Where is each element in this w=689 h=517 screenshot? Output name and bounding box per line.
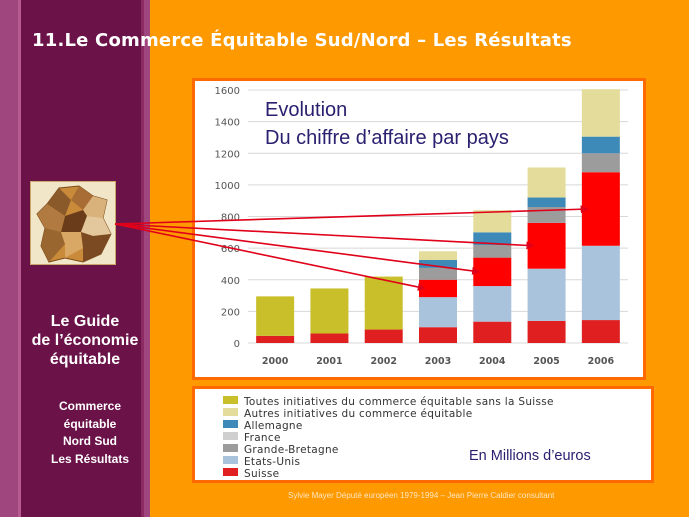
legend-swatch bbox=[223, 444, 238, 452]
x-tick-label: 2003 bbox=[425, 356, 451, 367]
legend-swatch bbox=[223, 432, 238, 440]
sidebar-title-line: équitable bbox=[49, 351, 121, 368]
sidebar-title-line: Le Guide bbox=[50, 313, 120, 330]
bar-segment bbox=[419, 259, 457, 268]
chart-title-line: Evolution bbox=[265, 99, 347, 121]
bar-segment bbox=[581, 136, 620, 154]
bar-segment bbox=[527, 320, 566, 343]
arrow-line bbox=[114, 223, 426, 291]
y-tick-label: 0 bbox=[234, 339, 240, 350]
legend-item: Etats-Unis bbox=[223, 456, 300, 468]
legend-swatch bbox=[223, 420, 238, 428]
y-tick-label: 400 bbox=[221, 276, 240, 287]
bar-segment bbox=[256, 296, 295, 336]
bar-segment bbox=[256, 335, 295, 343]
bar-segment bbox=[527, 167, 566, 198]
x-tick-label: 2002 bbox=[370, 356, 396, 367]
bar-segment bbox=[473, 232, 512, 245]
legend-item: Autres initiatives du commerce équitable bbox=[223, 408, 473, 420]
bar-segment bbox=[581, 245, 620, 321]
legend-label: France bbox=[244, 432, 281, 444]
bar-segment bbox=[419, 297, 457, 328]
sidebar-subtitle-line: Commerce bbox=[58, 399, 122, 413]
y-tick-label: 600 bbox=[221, 244, 240, 255]
y-tick-label: 800 bbox=[221, 213, 240, 224]
sidebar-subtitle: Commerce équitable Nord Sud Les Résultat… bbox=[38, 398, 142, 468]
units-note: En Millions d’euros bbox=[469, 448, 591, 464]
bar-segment bbox=[364, 276, 403, 330]
x-tick-label: 2004 bbox=[479, 356, 506, 367]
bar-segment bbox=[527, 268, 566, 321]
y-tick-label: 200 bbox=[221, 307, 240, 318]
bar-segment bbox=[310, 333, 349, 343]
arrow-line bbox=[114, 223, 535, 250]
bar-segment bbox=[419, 327, 457, 343]
sidebar-title: Le Guide de l’économie équitable bbox=[10, 312, 160, 369]
legend-swatch bbox=[223, 396, 238, 404]
bar-segment bbox=[473, 286, 512, 322]
bar-segment bbox=[581, 153, 620, 173]
y-tick-label: 1000 bbox=[215, 181, 240, 192]
arrow-line bbox=[114, 223, 481, 275]
bar-segment bbox=[473, 244, 512, 258]
legend-swatch bbox=[223, 456, 238, 464]
x-tick-label: 2005 bbox=[533, 356, 559, 367]
legend-item: France bbox=[223, 432, 281, 444]
bar-segment bbox=[419, 279, 457, 298]
x-tick-label: 2001 bbox=[316, 356, 342, 367]
sidebar-title-line: de l’économie bbox=[31, 332, 139, 349]
x-tick-label: 2006 bbox=[588, 356, 615, 367]
bar-segment bbox=[364, 329, 403, 343]
legend-label: Autres initiatives du commerce équitable bbox=[244, 408, 473, 420]
legend-item: Allemagne bbox=[223, 420, 303, 432]
footer-credit: Sylvie Mayer Député européen 1979-1994 –… bbox=[288, 491, 555, 500]
bar-segment bbox=[419, 267, 457, 280]
legend-label: Grande-Bretagne bbox=[244, 444, 339, 456]
bar-segment bbox=[419, 251, 457, 260]
sidebar-subtitle-line: équitable bbox=[63, 416, 117, 431]
chart-title-line: Du chiffre d’affaire par pays bbox=[265, 127, 509, 149]
legend-label: Etats-Unis bbox=[244, 456, 301, 468]
legend-item: Grande-Bretagne bbox=[223, 444, 339, 456]
slide-title: 11.Le Commerce Équitable Sud/Nord – Les … bbox=[32, 30, 572, 51]
legend-item: Suisse bbox=[223, 468, 279, 480]
bar-segment bbox=[527, 197, 566, 208]
legend-label: Toutes initiatives du commerce équitable… bbox=[244, 396, 554, 408]
bar-segment bbox=[310, 288, 349, 334]
legend-swatch bbox=[223, 468, 238, 476]
legend-frame: Toutes initiatives du commerce équitable… bbox=[192, 386, 654, 483]
bar-segment bbox=[473, 210, 512, 233]
arrow-line bbox=[114, 205, 589, 225]
y-tick-label: 1400 bbox=[215, 118, 240, 129]
x-tick-label: 2000 bbox=[262, 356, 289, 367]
legend-label: Suisse bbox=[244, 468, 280, 480]
france-map-icon bbox=[30, 181, 116, 265]
bar-segment bbox=[581, 89, 620, 137]
y-tick-label: 1200 bbox=[215, 149, 240, 160]
sidebar-subtitle-line: Nord Sud bbox=[63, 434, 117, 448]
legend-swatch bbox=[223, 408, 238, 416]
sidebar-subtitle-line: Les Résultats bbox=[50, 451, 130, 466]
bar-segment bbox=[581, 320, 620, 343]
legend-item: Toutes initiatives du commerce équitable… bbox=[223, 396, 554, 408]
bar-segment bbox=[473, 321, 512, 343]
y-tick-label: 1600 bbox=[215, 86, 240, 97]
legend-label: Allemagne bbox=[244, 420, 303, 432]
